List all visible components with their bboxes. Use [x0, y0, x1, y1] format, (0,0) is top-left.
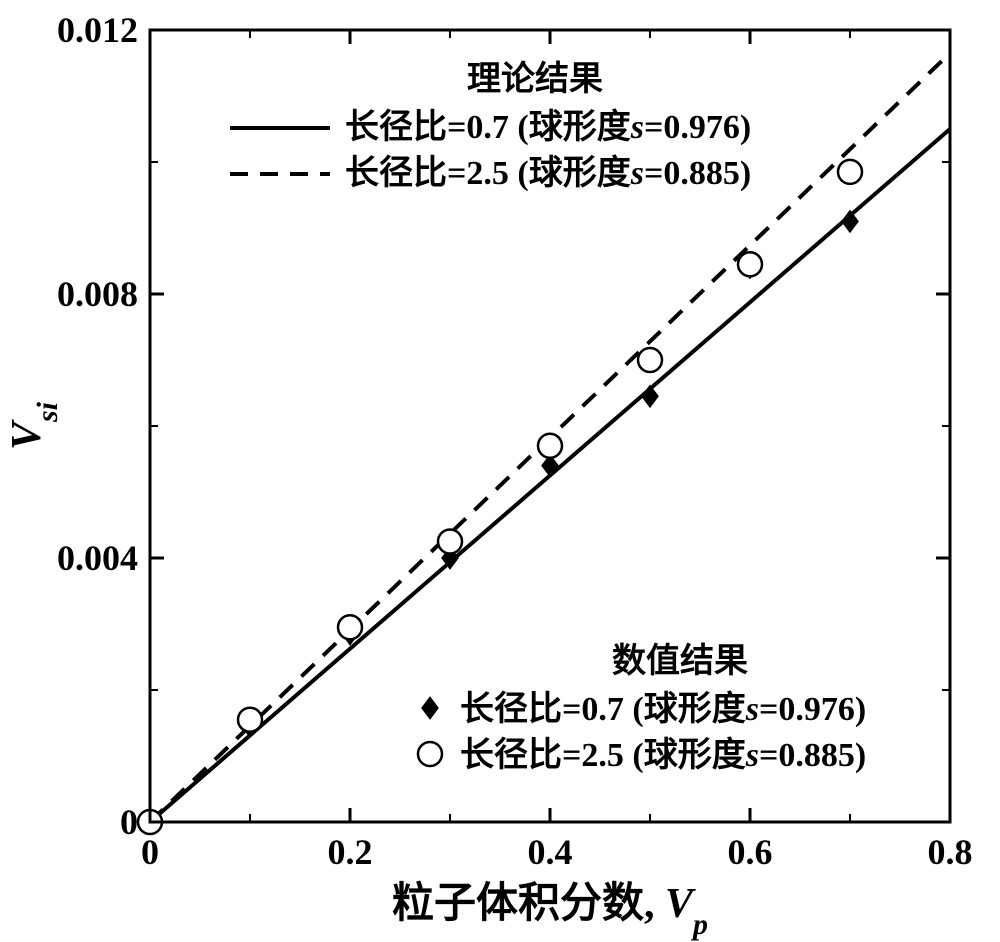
x-tick-label: 0.2	[328, 832, 373, 872]
legend-marker-circle	[418, 742, 442, 766]
legend-marker-diamond	[422, 697, 439, 719]
legend-title-numerical: 数值结果	[612, 642, 748, 680]
data-point-circle	[538, 434, 562, 458]
data-point-diamond	[842, 210, 859, 232]
x-tick-label: 0.4	[528, 832, 573, 872]
data-point-circle	[638, 348, 662, 372]
data-point-circle	[438, 530, 462, 554]
y-tick-label: 0.012	[57, 10, 138, 50]
legend-theoretical: 理论结果长径比=0.7 (球形度s=0.976) 长径比=2.5 (球形度s=0.…	[230, 60, 751, 192]
legend-item-label: 长径比=2.5 (球形度s=0.885)	[460, 736, 866, 774]
chart-container: 0 0.2 0.4 0.6 0.8 0 0.004 0.008 0.012 理论结果长径比=0.…	[0, 0, 1000, 942]
y-tick-label: 0	[120, 802, 138, 842]
legend-item-label: 长径比=0.7 (球形度s=0.976)	[345, 108, 751, 146]
legend-item-label: 长径比=2.5 (球形度s=0.885)	[345, 154, 751, 192]
data-point-diamond	[642, 385, 659, 407]
x-axis-title: 粒子体积分数, Vp	[392, 880, 708, 941]
legend-title-theoretical: 理论结果	[467, 60, 603, 98]
data-point-circle	[338, 615, 362, 639]
x-tick-label: 0.6	[728, 832, 773, 872]
data-point-circle	[738, 252, 762, 276]
y-tick-label: 0.008	[57, 274, 138, 314]
data-point-circle	[838, 160, 862, 184]
scatter-line-chart: 0 0.2 0.4 0.6 0.8 0 0.004 0.008 0.012 理论结果长径比=0.…	[0, 0, 1000, 942]
data-point-circle	[238, 708, 262, 732]
y-tick-label: 0.004	[57, 538, 138, 578]
legend-item-label: 长径比=0.7 (球形度s=0.976)	[460, 690, 866, 728]
x-tick-label: 0.8	[928, 832, 973, 872]
x-tick-label: 0	[141, 832, 159, 872]
legend-numerical: 数值结果长径比=0.7 (球形度s=0.976) 长径比=2.5 (球形度s=0.…	[418, 642, 866, 774]
y-axis-title: Vsi	[4, 401, 64, 450]
